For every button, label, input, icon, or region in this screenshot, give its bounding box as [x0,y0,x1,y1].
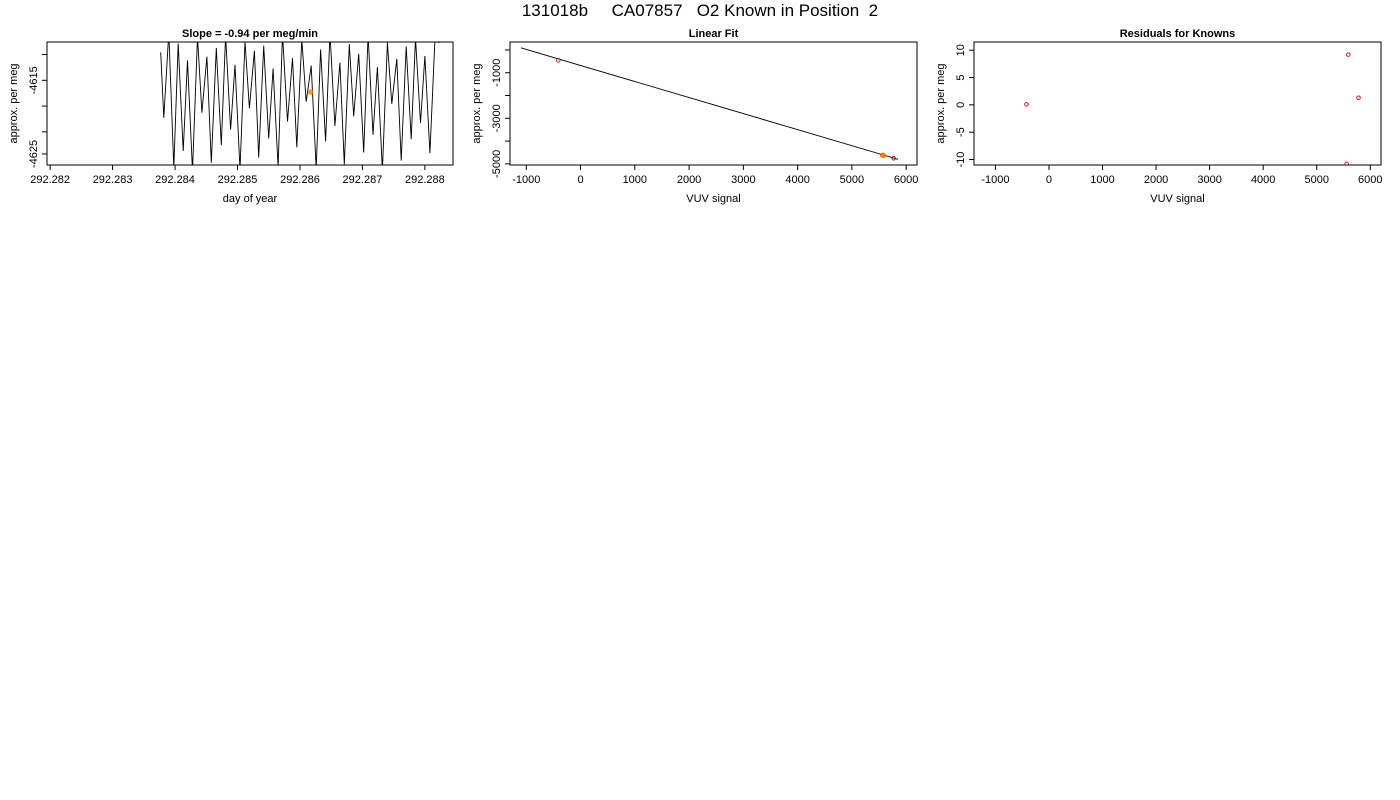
y-tick-label: 5 [955,74,967,80]
plot-frame [509,41,918,166]
x-tick-label: 6000 [1358,174,1382,186]
x-tick-label: 0 [1046,174,1052,186]
x-tick-label: 4000 [1251,174,1275,186]
x-tick-label: 2000 [677,174,701,186]
x-tick-label: 5000 [1304,174,1328,186]
x-tick-label: 292.284 [155,174,195,186]
x-axis-label: VUV signal [686,193,740,205]
current-point [880,152,886,159]
x-tick-label: 292.282 [30,174,70,186]
x-tick-label: 1000 [1090,174,1114,186]
x-tick-label: 3000 [1197,174,1221,186]
linear-fit-panel: Linear Fit -1000 0 1000 2000 3000 4000 5000 6000… [471,28,918,205]
x-tick-label: 292.287 [343,174,383,186]
series-line [160,42,440,165]
x-tick-label: 1000 [623,174,647,186]
x-tick-label: 292.283 [93,174,133,186]
known-point [1344,161,1349,165]
x-tick-label: 292.285 [218,174,258,186]
known-point [891,156,896,161]
x-tick-label: 292.288 [405,174,445,186]
x-tick-label: 6000 [894,174,918,186]
x-tick-label: 292.286 [280,174,320,186]
known-point [1024,102,1029,107]
y-tick-label: -4615 [28,66,40,94]
current-point [307,89,314,95]
plot-area [1024,52,1361,165]
fit-line [520,47,899,160]
y-tick-label: -10 [955,152,967,168]
plot-area [520,47,899,161]
x-tick-label: -1000 [512,174,540,186]
plot-frame [973,41,1382,166]
known-point [1346,52,1351,57]
residuals-panel: Residuals for Knowns -1000 0 1000 2000 3000 40… [935,28,1383,205]
x-tick-label: 3000 [731,174,755,186]
x-tick-label: 4000 [785,174,809,186]
known-point [1356,95,1361,101]
known-point [556,58,561,63]
y-tick-label: -3000 [491,104,503,132]
panel-title: Linear Fit [689,28,739,40]
y-axis-label: approx. per meg [471,63,483,143]
panel-title: Residuals for Knowns [1120,28,1236,40]
y-tick-label: -5 [955,127,967,137]
x-tick-label: -1000 [981,174,1009,186]
y-axis-label: approx. per meg [8,63,20,143]
plot-frame [46,41,454,166]
y-tick-label: -1000 [491,59,503,87]
x-tick-label: 2000 [1144,174,1168,186]
y-tick-label: 0 [955,102,967,108]
x-tick-label: 0 [577,174,583,186]
y-tick-label: -5000 [491,150,503,178]
figure-title: 131018b CA07857 O2 Known in Position 2 [521,1,879,20]
x-tick-label: 5000 [840,174,864,186]
panel-title: Slope = -0.94 per meg/min [182,28,318,40]
y-axis-label: approx. per meg [935,63,947,143]
x-axis-label: VUV signal [1150,193,1204,205]
plot-area [160,42,440,165]
slope-panel: Slope = -0.94 per meg/min 292.282 292.283 2… [8,28,454,205]
y-tick-label: -4625 [28,140,40,168]
x-axis-label: day of year [223,193,278,205]
y-tick-label: 10 [955,44,967,56]
